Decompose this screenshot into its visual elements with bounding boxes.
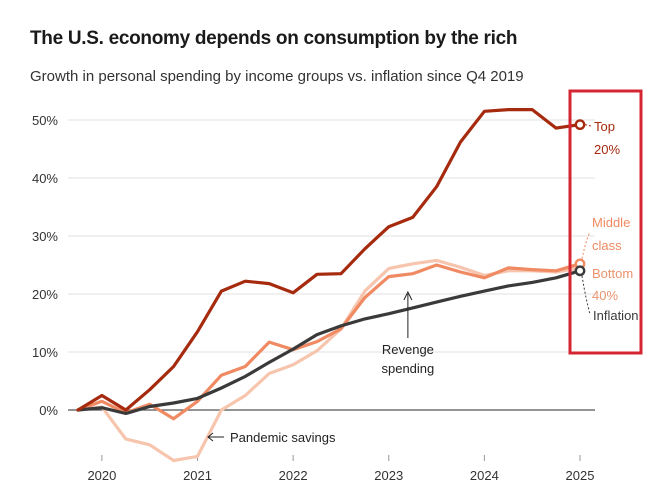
x-tick-label: 2025	[566, 468, 595, 483]
leader-line	[581, 275, 591, 315]
chart-subtitle: Growth in personal spending by income gr…	[30, 68, 524, 85]
series-line	[76, 108, 582, 412]
series-label: class	[592, 238, 622, 253]
annotation-label: Revenge	[382, 342, 434, 357]
y-tick-label: 10%	[32, 345, 58, 360]
x-axis-ticks: 2020 2021 2022 2023 2024 2025	[87, 455, 594, 483]
chart-title: The U.S. economy depends on consumption …	[30, 28, 518, 49]
leader-line	[581, 231, 591, 259]
series-end-marker	[574, 265, 586, 277]
annotation-arrowhead	[403, 290, 413, 301]
series-label: Top	[594, 119, 615, 134]
x-tick-label: 2023	[374, 468, 403, 483]
annotation-label: spending	[381, 361, 434, 376]
y-tick-label: 0%	[39, 403, 58, 418]
series-lines	[76, 108, 586, 463]
annotation-arrowhead	[207, 432, 214, 442]
x-tick-label: 2022	[279, 468, 308, 483]
series-label: 40%	[592, 288, 618, 303]
y-tick-label: 50%	[32, 113, 58, 128]
y-tick-label: 20%	[32, 287, 58, 302]
series-label: Middle	[592, 215, 630, 230]
series-line	[76, 269, 582, 416]
x-tick-label: 2020	[87, 468, 116, 483]
y-tick-label: 30%	[32, 229, 58, 244]
series-end-marker	[574, 119, 586, 131]
y-axis-ticks: 0% 10% 20% 30% 40% 50%	[32, 113, 58, 418]
y-tick-label: 40%	[32, 171, 58, 186]
series-label: Bottom	[592, 266, 633, 281]
highlight-box	[568, 89, 643, 355]
series-label: 20%	[594, 142, 620, 157]
grid-lines	[68, 119, 595, 411]
series-labels: Top 20% Middle class Bottom 40% Inflation	[568, 89, 643, 355]
annotations: Revenge spending Pandemic savings	[207, 290, 434, 445]
annotation-label: Pandemic savings	[230, 430, 336, 445]
series-line	[76, 262, 582, 421]
series-label: Inflation	[593, 308, 639, 323]
leader-line	[584, 124, 592, 127]
x-tick-label: 2024	[470, 468, 499, 483]
x-tick-label: 2021	[183, 468, 212, 483]
